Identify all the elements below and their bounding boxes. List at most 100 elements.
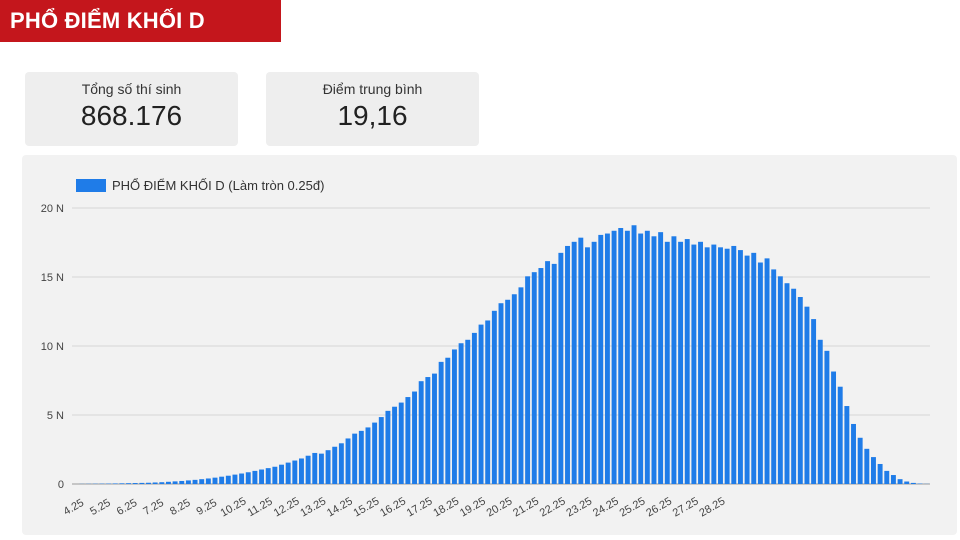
bar [890,475,896,484]
bar [711,244,717,484]
bar [604,233,610,484]
bar [285,462,291,484]
x-tick-label: 20.25 [485,495,515,519]
legend-label: PHỔ ĐIỂM KHỐI D (Làm tròn 0.25đ) [112,178,324,193]
bar [438,361,444,484]
bar [777,276,783,484]
bar [372,422,378,484]
bar [338,443,344,484]
bar [478,324,484,484]
bar [471,332,477,484]
bar [172,481,178,484]
bar [897,479,903,484]
bar [751,252,757,484]
bar [558,252,564,484]
bar [132,483,138,484]
x-tick-label: 6.25 [115,497,140,518]
bar [312,452,318,484]
bar [352,433,358,484]
bar [857,437,863,484]
bar [664,241,670,484]
bar [365,427,371,484]
bar [784,283,790,484]
bar [864,448,870,484]
bar [398,402,404,484]
bar [731,245,737,484]
bar [611,230,617,484]
bar [225,475,231,484]
bar [385,410,391,484]
bar [684,239,690,484]
bar [112,483,118,484]
x-tick-label: 27.25 [671,495,701,519]
bar [279,464,284,484]
bar [591,241,597,484]
x-tick-label: 12.25 [272,495,302,519]
x-tick-label: 4.25 [62,497,87,518]
bar [305,455,311,484]
bar [152,482,158,484]
bar [578,237,584,484]
chart-panel: 0 5 N 10 N 15 N 20 N 4.25 5.25 6.25 7.25 8.25 9.25… [22,155,957,535]
total-candidates-value: 868.176 [80,100,183,131]
y-tick-label: 0 [58,479,64,491]
bar [511,294,517,484]
legend-swatch [76,179,106,192]
bar [146,482,151,484]
bar [817,339,823,484]
bar [345,438,351,484]
y-tick-label: 10 N [41,341,64,353]
bar [192,479,198,484]
x-tick-label: 13.25 [298,495,328,519]
bar [631,225,637,484]
bar [392,406,398,484]
bar [126,483,131,484]
bar [724,248,730,484]
average-score-value: 19,16 [337,100,408,131]
bar [185,480,191,484]
bar [412,391,417,484]
bar [771,269,777,484]
bar [119,483,125,484]
bar [491,310,497,484]
bar [465,339,471,484]
bar [252,470,258,484]
bar [651,236,657,484]
bar [525,276,531,484]
bar [764,258,770,484]
bar [498,303,504,484]
x-tick-label: 21.25 [511,495,541,519]
bar [804,306,810,484]
x-tick-label: 19.25 [458,495,488,519]
bar [910,482,916,484]
bar [199,479,205,484]
bar [904,481,910,484]
x-tick-label: 28.25 [697,495,727,519]
bar [571,241,577,484]
x-tick-label: 5.25 [88,497,113,518]
bar [239,473,245,484]
bar [737,250,743,484]
bar [451,349,457,484]
x-tick-label: 18.25 [431,495,461,519]
bar [624,230,630,484]
bar [505,299,511,484]
bar [811,319,817,484]
bar [458,343,464,484]
bar [358,430,364,484]
bar [658,232,664,484]
x-tick-label: 24.25 [591,495,621,519]
bar [445,357,451,484]
bar [425,377,431,484]
bar [851,423,856,484]
bar [844,406,850,484]
average-score-card: Điểm trung bình 19,16 [266,72,479,146]
bar [432,373,437,484]
bar [518,287,524,484]
bar [205,478,211,484]
y-tick-label: 5 N [47,410,64,422]
bar [551,263,557,484]
bar [299,458,304,484]
bar [332,446,338,484]
y-tick-label: 20 N [41,203,64,215]
